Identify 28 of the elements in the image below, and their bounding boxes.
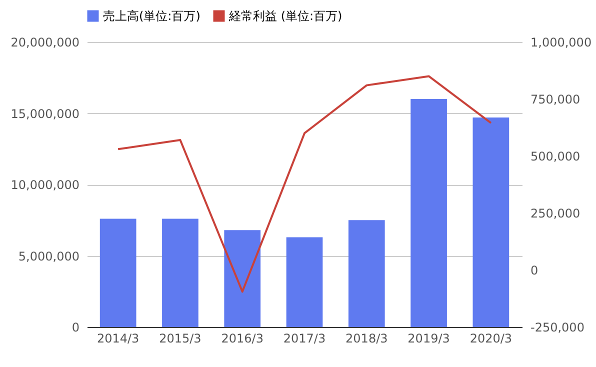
y-tick-label: 10,000,000 [10, 178, 80, 192]
y-tick-label: 5,000,000 [18, 249, 80, 264]
bar [348, 220, 385, 327]
bar [472, 118, 510, 327]
y2-tick-label: 1,000,000 [530, 36, 592, 50]
x-tick-label: 2020/3 [470, 332, 512, 346]
x-tick-label: 2015/3 [159, 332, 202, 346]
y-tick-label: 15,000,000 [10, 106, 80, 121]
y2-tick-label: -250,000 [530, 320, 584, 334]
legend-label: 売上高(単位:百万) [103, 9, 200, 23]
y2-tick-label: 750,000 [530, 92, 580, 106]
bar [100, 218, 136, 327]
y2-tick-label: 250,000 [530, 206, 580, 220]
bar [162, 218, 198, 327]
y-tick-label: 20,000,000 [10, 36, 80, 50]
bar [224, 230, 261, 327]
x-tick-label: 2017/3 [283, 332, 326, 346]
x-tick-label: 2018/3 [346, 332, 388, 346]
legend-label: 経常利益 (単位:百万) [228, 9, 342, 23]
y2-tick-label: 500,000 [530, 150, 580, 164]
bar [410, 99, 447, 327]
y2-tick-label: 0 [530, 264, 538, 278]
x-tick-label: 2016/3 [221, 332, 264, 346]
line-series [117, 75, 492, 293]
bar [286, 237, 323, 327]
x-tick-label: 2014/3 [96, 332, 140, 346]
y-tick-label: 0 [72, 320, 80, 334]
x-tick-label: 2019/3 [408, 332, 450, 346]
